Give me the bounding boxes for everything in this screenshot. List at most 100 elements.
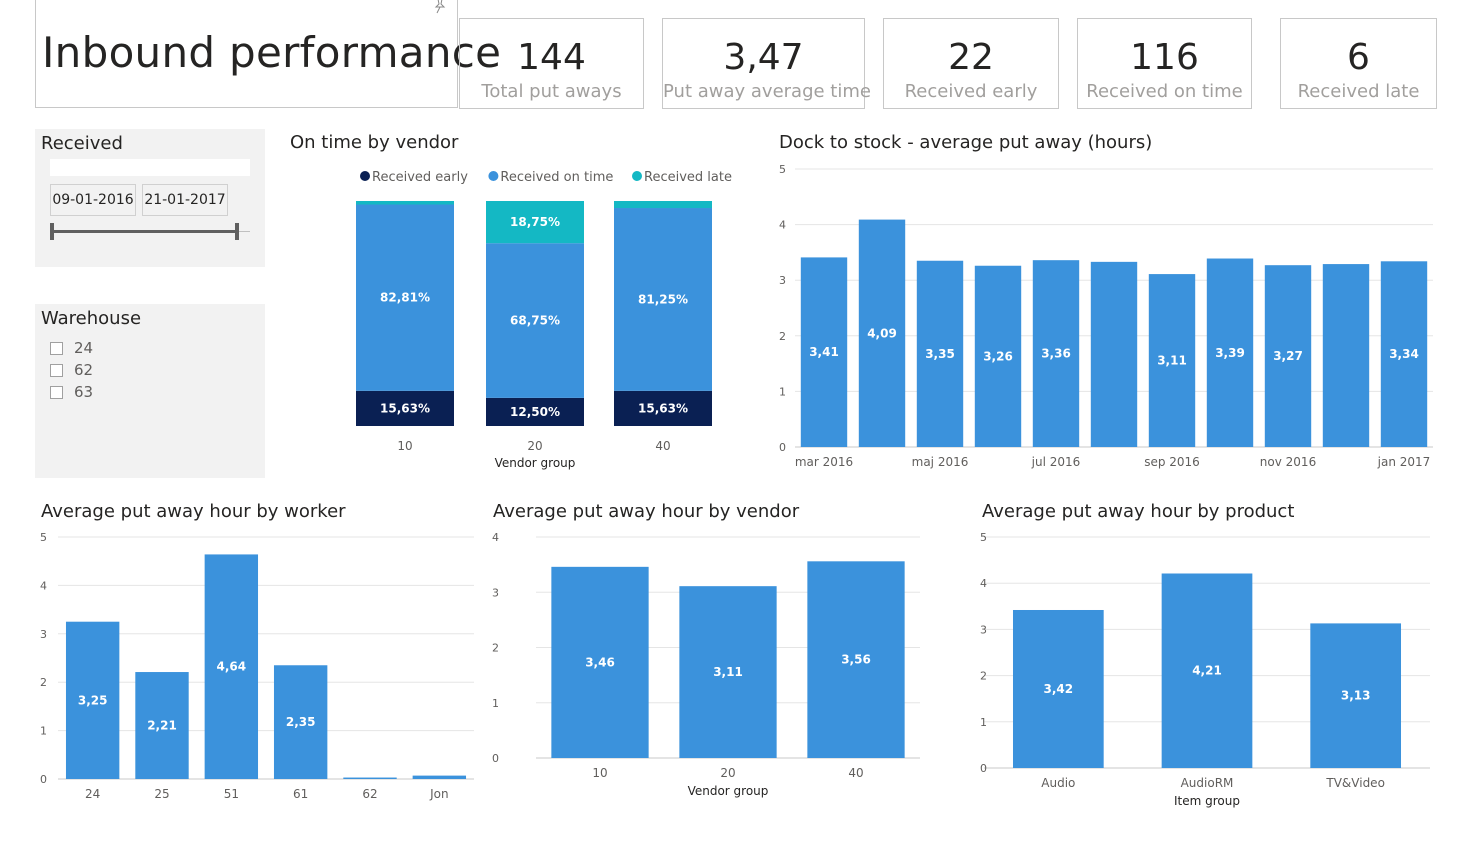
data-label: 3,39 [1215,346,1245,360]
kpi-label: Put away average time [663,81,871,102]
x-tick-label: 20 [527,439,542,453]
kpi-received-on-time[interactable]: 116 Received on time [1077,18,1252,109]
y-tick-label: 1 [779,385,786,398]
y-tick-label: 5 [40,531,47,544]
bar[interactable] [1161,573,1253,768]
date-range-track-tail [238,231,250,232]
x-tick-label: 10 [397,439,412,453]
y-tick-label: 4 [40,579,47,592]
x-axis-title: Item group [1174,794,1240,808]
stacked-bar-segment[interactable] [356,201,454,205]
warehouse-slicer: Warehouse 24 62 63 [35,304,265,478]
y-tick-label: 2 [40,676,47,689]
legend-marker [632,171,642,181]
bar[interactable] [1148,274,1196,447]
stacked-bar-segment[interactable] [614,208,712,391]
bar[interactable] [858,219,906,447]
date-range-end-handle[interactable] [235,223,239,240]
kpi-put-away-average-time[interactable]: 3,47 Put away average time [662,18,871,109]
chart-dock-to-stock[interactable]: 0 1 2 3 4 5 3,41 mar 2016 4,09 3,35 maj 2016 3,26 3,… [765,155,1445,480]
bar[interactable] [974,265,1022,447]
legend-label[interactable]: Received on time [500,170,613,185]
stacked-bar-segment[interactable] [614,201,712,209]
stacked-bar-segment[interactable] [486,201,584,244]
bar[interactable] [343,777,397,779]
chart-by-vendor[interactable]: 0 1 2 3 4 3,46 10 3,11 20 3,56 40 Vendor group [482,525,962,815]
data-label: 15,63% [380,401,430,415]
stacked-bar-segment[interactable] [356,204,454,391]
data-label: 3,41 [809,345,839,359]
bar[interactable] [65,621,120,779]
x-tick-label: 24 [85,787,100,801]
bar[interactable] [1264,265,1312,447]
start-date-input[interactable]: 09-01-2016 [50,184,136,216]
stacked-bar-segment[interactable] [486,243,584,398]
checkbox[interactable] [50,342,63,355]
x-tick-label: 20 [720,766,735,780]
x-tick-label: sep 2016 [1144,455,1200,469]
kpi-received-late[interactable]: 6 Received late [1280,18,1437,109]
kpi-total-put-aways[interactable]: 144 Total put aways [459,18,644,109]
data-label: 3,35 [925,347,955,361]
option-label: 63 [74,383,94,401]
chart-on-time-by-vendor[interactable]: Received early Received on time Received l… [290,160,750,480]
kpi-value: 144 [517,37,586,78]
y-tick-label: 5 [779,163,786,176]
title-card: Inbound performance [35,0,501,108]
date-range-track [52,230,238,233]
bar[interactable] [1206,258,1254,447]
date-range-start-handle[interactable] [50,223,54,240]
pin-icon[interactable] [433,0,447,14]
x-axis-title: Vendor group [495,456,576,470]
bar[interactable] [273,665,328,779]
bar[interactable] [807,561,905,758]
x-tick-label: 40 [848,766,863,780]
end-date-input[interactable]: 21-01-2017 [142,184,228,216]
x-tick-label: 40 [655,439,670,453]
stacked-bar-segment[interactable] [614,390,712,426]
bar[interactable] [1310,623,1402,768]
y-tick-label: 0 [779,441,786,454]
x-tick-label: jan 2017 [1377,455,1431,469]
y-tick-label: 1 [492,697,499,710]
kpi-value: 6 [1347,37,1370,78]
x-tick-label: 25 [154,787,169,801]
kpi-value: 116 [1130,37,1199,78]
checkbox[interactable] [50,364,63,377]
bar[interactable] [679,586,777,758]
received-date-slicer: Received 09-01-2016 21-01-2017 [35,129,265,267]
bar[interactable] [135,672,189,779]
legend-label[interactable]: Received late [644,170,732,185]
data-label: 81,25% [638,292,688,306]
legend-marker [360,171,370,181]
bar[interactable] [412,775,467,779]
legend-label[interactable]: Received early [372,170,468,185]
bar[interactable] [1032,260,1080,447]
kpi-received-early[interactable]: 22 Received early [883,18,1059,109]
stacked-bar-segment[interactable] [356,390,454,426]
page-title: Inbound performance [42,28,502,77]
y-tick-label: 4 [779,219,786,232]
bar[interactable] [204,554,259,779]
data-label: 3,56 [841,653,871,667]
data-label: 68,75% [510,314,560,328]
bar[interactable] [551,566,649,758]
bar[interactable] [1012,609,1104,768]
chart-title-by-product: Average put away hour by product [982,501,1295,522]
chart-by-worker[interactable]: 0 1 2 3 4 5 3,25 24 2,21 25 4,64 51 2,35 61 62 Jon [30,525,480,815]
stacked-bar-segment[interactable] [486,397,584,426]
x-tick-label: 51 [224,787,239,801]
y-tick-label: 0 [492,752,499,765]
bar[interactable] [1380,261,1428,447]
option-label: 62 [74,361,94,379]
bar[interactable] [1322,264,1370,447]
checkbox[interactable] [50,386,63,399]
bar[interactable] [1090,261,1138,447]
chart-by-product[interactable]: 0 1 2 3 4 5 3,42 Audio 4,21 AudioRM 3,13 TV&Video It… [970,525,1445,820]
bar[interactable] [800,257,848,447]
y-tick-label: 3 [492,586,499,599]
bar[interactable] [916,260,964,447]
y-tick-label: 4 [980,577,987,590]
kpi-label: Received early [904,81,1038,102]
x-tick-label: maj 2016 [912,455,969,469]
